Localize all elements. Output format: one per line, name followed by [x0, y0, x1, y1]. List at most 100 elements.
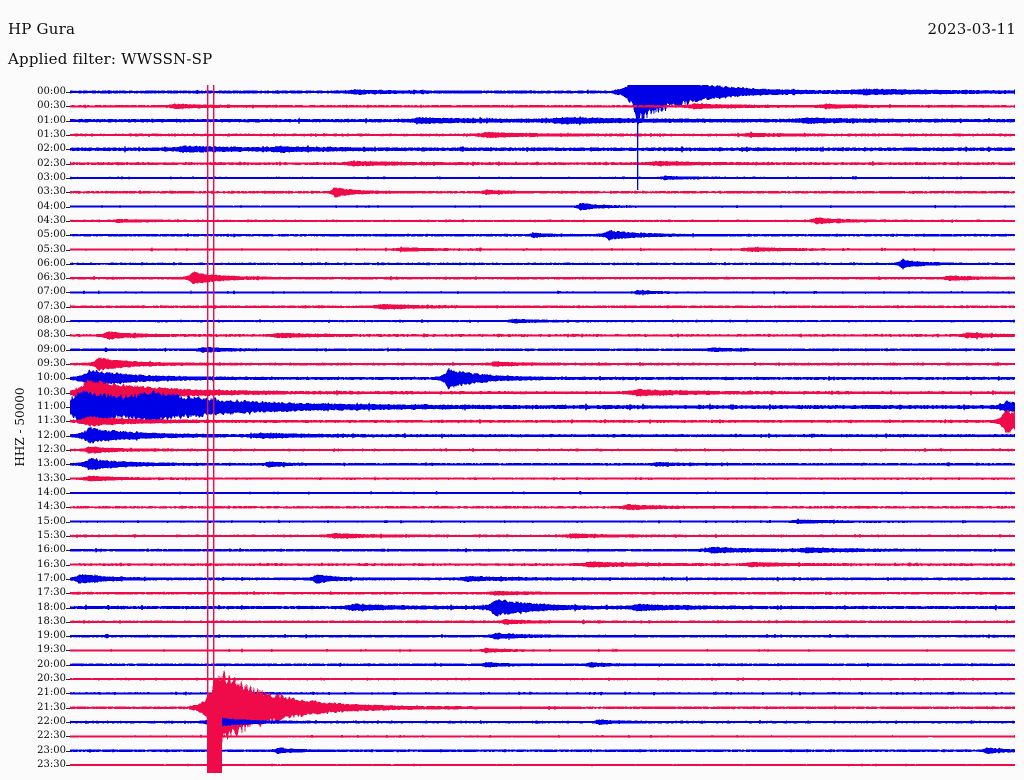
time-label: 15:00 — [37, 515, 66, 527]
time-label: 09:30 — [37, 358, 66, 370]
time-label: 15:30 — [37, 529, 66, 541]
trace-row — [70, 599, 1015, 617]
time-tick — [66, 664, 70, 666]
time-label: 08:30 — [37, 329, 66, 341]
trace-row — [70, 647, 1015, 654]
time-label: 03:00 — [37, 171, 66, 183]
trace-row — [70, 573, 1015, 584]
time-label: 00:30 — [37, 100, 66, 112]
trace-row — [70, 561, 1015, 568]
time-tick — [66, 263, 70, 265]
time-tick — [66, 378, 70, 380]
time-label: 04:00 — [37, 200, 66, 212]
time-label: 17:30 — [37, 587, 66, 599]
time-label: 09:00 — [37, 343, 66, 355]
time-label: 14:30 — [37, 501, 66, 513]
trace-row — [70, 409, 1015, 435]
trace-row — [70, 490, 1015, 495]
time-label: 21:00 — [37, 687, 66, 699]
time-label: 00:00 — [37, 86, 66, 97]
time-axis-ticks — [0, 85, 70, 773]
large-event-spike-0000 — [637, 85, 639, 190]
time-label: 10:00 — [37, 372, 66, 384]
time-label: 22:00 — [37, 716, 66, 728]
trace-row — [70, 346, 1015, 353]
time-tick — [66, 478, 70, 480]
time-label: 06:00 — [37, 257, 66, 269]
time-label: 12:30 — [37, 444, 66, 455]
trace-row — [70, 131, 1015, 139]
time-tick — [66, 106, 70, 108]
time-tick — [66, 177, 70, 179]
trace-row — [70, 661, 1015, 668]
trace-row — [70, 245, 1015, 253]
date-label: 2023-03-11 — [927, 20, 1016, 38]
time-label: 16:30 — [37, 558, 66, 570]
trace-row — [70, 425, 1015, 445]
time-label: 18:00 — [37, 601, 66, 613]
time-tick — [66, 578, 70, 580]
time-tick — [66, 650, 70, 652]
time-label: 19:30 — [37, 644, 66, 656]
trace-row — [70, 504, 1015, 511]
pick-marker-1[interactable] — [207, 85, 209, 773]
time-label: 07:30 — [37, 300, 66, 312]
trace-row — [70, 187, 1015, 199]
pick-marker-2[interactable] — [213, 85, 215, 773]
trace-row — [70, 330, 1015, 340]
time-tick — [66, 507, 70, 509]
time-tick — [66, 249, 70, 251]
time-tick — [66, 92, 70, 93]
time-tick — [66, 679, 70, 681]
time-label: 03:30 — [37, 186, 66, 198]
trace-row — [70, 230, 1015, 241]
trace-row — [70, 389, 1015, 425]
time-label: 06:30 — [37, 272, 66, 284]
time-tick — [66, 693, 70, 695]
time-tick — [66, 450, 70, 451]
trace-row — [70, 271, 1015, 285]
time-label: 04:30 — [37, 214, 66, 226]
time-label: 18:30 — [37, 615, 66, 627]
time-label: 23:30 — [37, 759, 66, 771]
time-label: 08:00 — [37, 315, 66, 327]
trace-row — [70, 618, 1015, 625]
time-tick — [66, 593, 70, 595]
time-tick — [66, 722, 70, 724]
time-tick — [66, 435, 70, 437]
time-label: 01:30 — [37, 128, 66, 140]
time-tick — [66, 163, 70, 165]
time-label: 11:30 — [37, 415, 66, 427]
trace-row — [70, 379, 1015, 407]
trace-row — [70, 714, 1015, 728]
trace-row — [70, 144, 1015, 154]
time-label: 05:30 — [37, 243, 66, 255]
time-label: 22:30 — [37, 730, 66, 742]
time-tick — [66, 149, 70, 151]
time-tick — [66, 321, 70, 323]
time-tick — [66, 765, 70, 767]
time-tick — [66, 707, 70, 709]
time-label: 21:30 — [37, 701, 66, 713]
time-tick — [66, 349, 70, 351]
time-tick — [66, 220, 70, 222]
time-label: 10:30 — [37, 386, 66, 398]
time-label: 20:30 — [37, 673, 66, 685]
time-tick — [66, 120, 70, 122]
trace-row — [70, 676, 1015, 682]
time-tick — [66, 564, 70, 566]
applied-filter-label: Applied filter: WWSSN-SP — [8, 50, 213, 68]
time-tick — [66, 535, 70, 537]
trace-row — [70, 590, 1015, 596]
trace-row — [70, 458, 1015, 471]
time-tick — [66, 636, 70, 638]
seismogram-canvas — [70, 85, 1016, 773]
trace-row — [70, 747, 1015, 755]
time-label: 12:00 — [37, 429, 66, 441]
trace-row — [70, 217, 1015, 225]
time-tick — [66, 750, 70, 752]
time-label: 23:00 — [37, 744, 66, 756]
time-tick — [66, 736, 70, 738]
time-label: 02:00 — [37, 143, 66, 155]
